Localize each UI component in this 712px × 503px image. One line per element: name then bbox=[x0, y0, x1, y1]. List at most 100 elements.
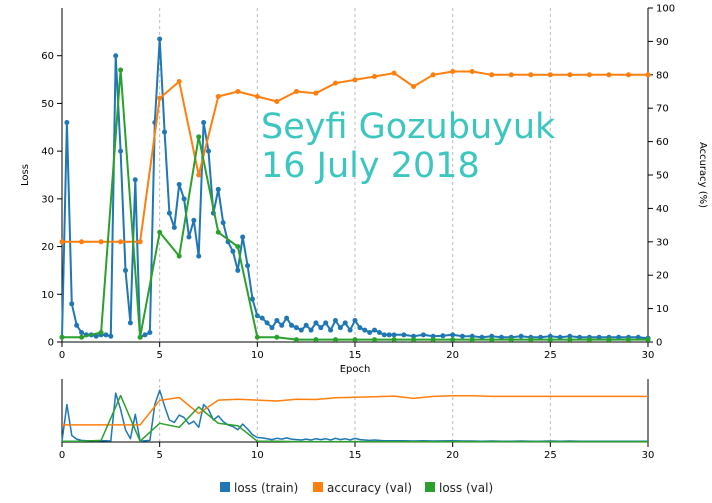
point-loss-val-15 bbox=[352, 337, 358, 343]
point-loss-train-39 bbox=[249, 296, 255, 302]
point-accuracy-val-26 bbox=[567, 72, 573, 78]
y2-tick-label-100: 100 bbox=[656, 4, 675, 15]
point-loss-train-9 bbox=[103, 332, 109, 338]
point-loss-train-3 bbox=[74, 322, 80, 328]
point-loss-val-27 bbox=[586, 337, 592, 343]
point-loss-train-26 bbox=[186, 234, 192, 240]
point-loss-train-44 bbox=[274, 318, 280, 324]
point-loss-train-52 bbox=[313, 320, 319, 326]
point-loss-train-58 bbox=[342, 320, 348, 326]
point-loss-train-48 bbox=[293, 325, 299, 331]
y2-tick-label-80: 80 bbox=[656, 70, 669, 81]
point-loss-train-62 bbox=[362, 327, 368, 333]
point-loss-train-21 bbox=[162, 129, 168, 135]
point-loss-val-29 bbox=[625, 337, 631, 343]
x-tick-label-30: 30 bbox=[642, 350, 655, 361]
point-loss-train-32 bbox=[215, 186, 221, 192]
point-loss-val-3 bbox=[118, 67, 124, 73]
point-loss-train-60 bbox=[352, 318, 358, 324]
point-accuracy-val-6 bbox=[176, 78, 182, 84]
legend: loss (train) accuracy (val) loss (val) bbox=[220, 481, 493, 495]
point-accuracy-val-11 bbox=[274, 99, 280, 105]
point-accuracy-val-20 bbox=[450, 68, 456, 74]
point-accuracy-val-7 bbox=[196, 172, 202, 178]
point-loss-val-23 bbox=[508, 337, 514, 343]
y2-tick-label-40: 40 bbox=[656, 204, 669, 215]
point-accuracy-val-13 bbox=[313, 90, 319, 96]
point-loss-train-11 bbox=[113, 53, 119, 59]
point-loss-train-13 bbox=[122, 267, 128, 273]
point-loss-train-29 bbox=[201, 120, 207, 126]
point-loss-val-9 bbox=[235, 244, 241, 250]
point-loss-train-93 bbox=[635, 334, 641, 340]
point-loss-train-69 bbox=[401, 332, 407, 338]
point-accuracy-val-29 bbox=[625, 72, 631, 78]
point-loss-train-65 bbox=[376, 329, 382, 335]
point-loss-train-41 bbox=[259, 315, 265, 321]
point-loss-val-6 bbox=[176, 253, 182, 259]
point-loss-train-15 bbox=[132, 177, 138, 183]
point-loss-val-18 bbox=[411, 337, 417, 343]
point-loss-val-7 bbox=[196, 134, 202, 140]
point-accuracy-val-30 bbox=[645, 72, 651, 78]
point-loss-train-38 bbox=[245, 263, 251, 269]
point-accuracy-val-27 bbox=[586, 72, 592, 78]
point-accuracy-val-8 bbox=[215, 94, 221, 100]
y2-tick-label-50: 50 bbox=[656, 171, 669, 182]
point-loss-train-43 bbox=[269, 325, 275, 331]
y-tick-label-0: 0 bbox=[48, 338, 54, 349]
point-loss-train-7 bbox=[93, 333, 99, 339]
point-loss-train-42 bbox=[264, 320, 270, 326]
point-loss-train-45 bbox=[279, 322, 285, 328]
point-loss-train-2 bbox=[69, 301, 75, 307]
overview-x-tick-label-30: 30 bbox=[642, 450, 655, 461]
point-loss-train-1 bbox=[64, 120, 70, 126]
y-tick-label-50: 50 bbox=[41, 99, 54, 110]
point-loss-train-66 bbox=[381, 332, 387, 338]
point-loss-train-67 bbox=[386, 332, 392, 338]
watermark-line-1: Seyfi Gozubuyuk bbox=[261, 107, 556, 147]
y2-tick-label-30: 30 bbox=[656, 237, 669, 248]
point-loss-train-18 bbox=[147, 329, 153, 335]
y-tick-label-30: 30 bbox=[41, 194, 54, 205]
point-loss-val-17 bbox=[391, 337, 397, 343]
point-loss-val-30 bbox=[645, 337, 651, 343]
point-loss-train-47 bbox=[289, 322, 295, 328]
point-loss-train-68 bbox=[391, 332, 397, 338]
point-loss-val-20 bbox=[450, 337, 456, 343]
point-loss-train-25 bbox=[181, 196, 187, 202]
y2-tick-label-70: 70 bbox=[656, 104, 669, 115]
overview-plot: 0 5 10 15 20 25 30 bbox=[59, 379, 655, 461]
point-accuracy-val-21 bbox=[469, 68, 475, 74]
point-loss-train-37 bbox=[240, 234, 246, 240]
point-loss-train-40 bbox=[254, 313, 260, 319]
point-loss-train-55 bbox=[328, 327, 334, 333]
x-tick-label-10: 10 bbox=[251, 350, 264, 361]
point-loss-val-4 bbox=[137, 334, 143, 340]
point-loss-val-28 bbox=[606, 337, 612, 343]
point-accuracy-val-23 bbox=[508, 72, 514, 78]
point-accuracy-val-19 bbox=[430, 72, 436, 78]
point-loss-train-22 bbox=[166, 210, 172, 216]
point-loss-val-1 bbox=[79, 334, 85, 340]
x-tick-label-5: 5 bbox=[156, 350, 162, 361]
point-loss-train-71 bbox=[420, 332, 426, 338]
point-loss-train-36 bbox=[235, 267, 241, 273]
y2-tick-label-90: 90 bbox=[656, 37, 669, 48]
overview-x-tick-label-5: 5 bbox=[156, 450, 162, 461]
point-accuracy-val-4 bbox=[137, 239, 143, 245]
point-loss-train-20 bbox=[157, 36, 163, 42]
point-loss-train-10 bbox=[108, 333, 114, 339]
point-accuracy-val-25 bbox=[547, 72, 553, 78]
point-loss-train-17 bbox=[142, 332, 148, 338]
point-loss-train-74 bbox=[450, 332, 456, 338]
point-accuracy-val-10 bbox=[254, 94, 260, 100]
x-axis-title: Epoch bbox=[340, 364, 371, 375]
point-loss-val-13 bbox=[313, 337, 319, 343]
point-accuracy-val-17 bbox=[391, 70, 397, 76]
point-loss-val-21 bbox=[469, 337, 475, 343]
point-loss-train-53 bbox=[318, 325, 324, 331]
x-tick-label-15: 15 bbox=[349, 350, 362, 361]
point-loss-val-24 bbox=[528, 337, 534, 343]
y2-tick-label-60: 60 bbox=[656, 137, 669, 148]
